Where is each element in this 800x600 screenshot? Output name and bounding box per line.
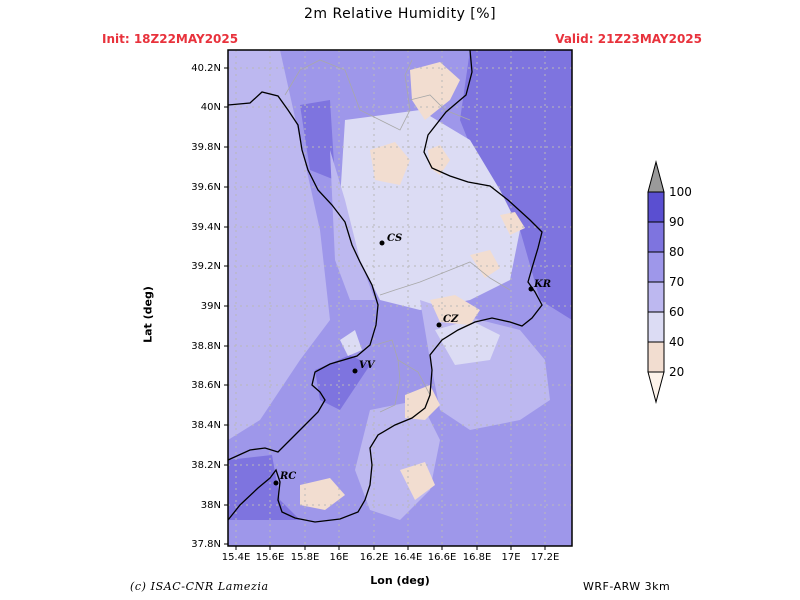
lon-tick-label: 16.2E <box>360 552 389 563</box>
coastline <box>228 50 543 523</box>
graticule <box>228 50 572 546</box>
colorbar-label: 20 <box>669 365 684 379</box>
lat-tick-label: 38.4N <box>191 420 221 431</box>
model-text: WRF-ARW 3km <box>583 580 671 593</box>
colorbar-label: 80 <box>669 245 684 259</box>
lat-tick-label: 39.6N <box>191 182 221 193</box>
axis-ticks <box>224 67 546 550</box>
lon-tick-label: 15.4E <box>222 552 251 563</box>
lat-tick-label: 38.8N <box>191 341 221 352</box>
lon-labels: 15.4E 15.6E 15.8E 16E 16.2E 16.4E 16.6E … <box>222 552 560 563</box>
lat-tick-label: 39.2N <box>191 261 221 272</box>
city-marker-cz <box>436 322 442 328</box>
colorbar-segment <box>647 281 665 313</box>
credit-text: (c) ISAC-CNR Lamezia <box>130 580 269 593</box>
city-markers: CS KR CZ VV RC <box>273 233 551 486</box>
x-axis-label: Lon (deg) <box>370 574 430 587</box>
city-label-kr: KR <box>533 279 551 290</box>
city-marker-rc <box>273 480 279 486</box>
city-marker-vv <box>352 368 358 374</box>
colorbar-label: 60 <box>669 305 684 319</box>
colorbar-segment <box>647 191 665 223</box>
colorbar-label: 70 <box>669 275 684 289</box>
lat-tick-label: 38N <box>201 500 221 511</box>
plot-frame <box>227 49 573 547</box>
lon-tick-label: 17.2E <box>531 552 560 563</box>
colorbar: 100 90 80 70 60 40 20 <box>647 160 692 404</box>
colorbar-segment <box>647 251 665 283</box>
lat-tick-label: 39.4N <box>191 222 221 233</box>
colorbar-label: 90 <box>669 215 684 229</box>
lat-tick-label: 40N <box>201 102 221 113</box>
city-marker-cs <box>379 240 385 246</box>
lon-tick-label: 16.8E <box>463 552 492 563</box>
city-label-vv: VV <box>359 360 376 371</box>
lon-tick-label: 16.6E <box>428 552 457 563</box>
lat-tick-label: 38.6N <box>191 380 221 391</box>
lon-tick-label: 16.4E <box>394 552 423 563</box>
valid-time: Valid: 21Z23MAY2025 <box>555 32 702 46</box>
lon-tick-label: 15.8E <box>291 552 320 563</box>
colorbar-segment <box>647 341 665 373</box>
city-label-cz: CZ <box>443 314 459 325</box>
lat-tick-label: 39N <box>201 301 221 312</box>
colorbar-label: 40 <box>669 335 684 349</box>
colorbar-label: 100 <box>669 185 692 199</box>
map-title: 2m Relative Humidity [%] <box>303 6 497 22</box>
colorbar-bottom-arrow <box>647 371 665 404</box>
city-marker-kr <box>528 286 534 292</box>
colorbar-top-arrow <box>647 160 665 193</box>
lat-tick-label: 39.8N <box>191 142 221 153</box>
city-label-rc: RC <box>279 471 296 482</box>
humidity-field <box>228 50 572 546</box>
lat-tick-label: 38.2N <box>191 460 221 471</box>
init-time: Init: 18Z22MAY2025 <box>102 32 239 46</box>
province-boundaries <box>284 59 511 413</box>
lon-tick-label: 15.6E <box>256 552 285 563</box>
city-label-cs: CS <box>387 233 402 244</box>
lat-tick-label: 40.2N <box>191 63 221 74</box>
colorbar-segment <box>647 311 665 343</box>
y-axis-label: Lat (deg) <box>141 286 155 343</box>
lat-labels: 40.2N 40N 39.8N 39.6N 39.4N 39.2N 39N 38… <box>191 63 221 550</box>
lon-tick-label: 17E <box>501 552 520 563</box>
lon-tick-label: 16E <box>329 552 348 563</box>
colorbar-segment <box>647 221 665 253</box>
lat-tick-label: 37.8N <box>191 539 221 550</box>
